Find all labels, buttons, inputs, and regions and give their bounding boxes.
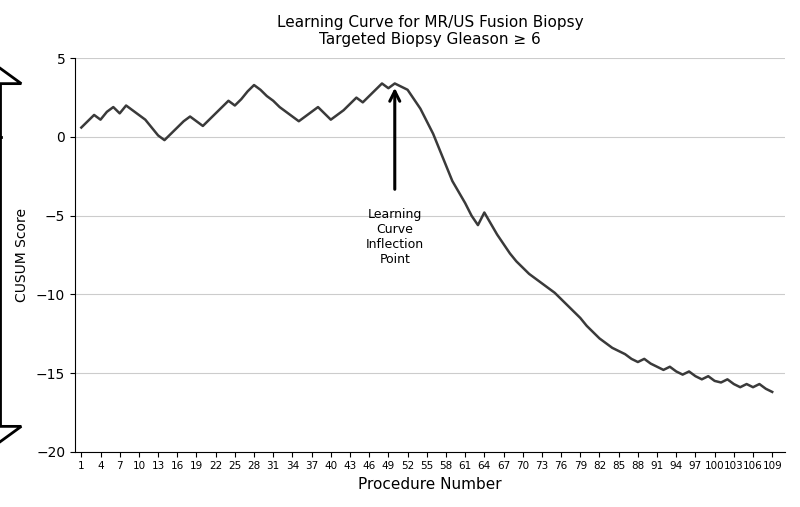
- Title: Learning Curve for MR/US Fusion Biopsy
Targeted Biopsy Gleason ≥ 6: Learning Curve for MR/US Fusion Biopsy T…: [277, 15, 583, 47]
- X-axis label: Procedure Number: Procedure Number: [358, 477, 502, 492]
- Y-axis label: CUSUM Score: CUSUM Score: [15, 208, 29, 302]
- Text: Learning
Curve
Inflection
Point: Learning Curve Inflection Point: [366, 208, 424, 266]
